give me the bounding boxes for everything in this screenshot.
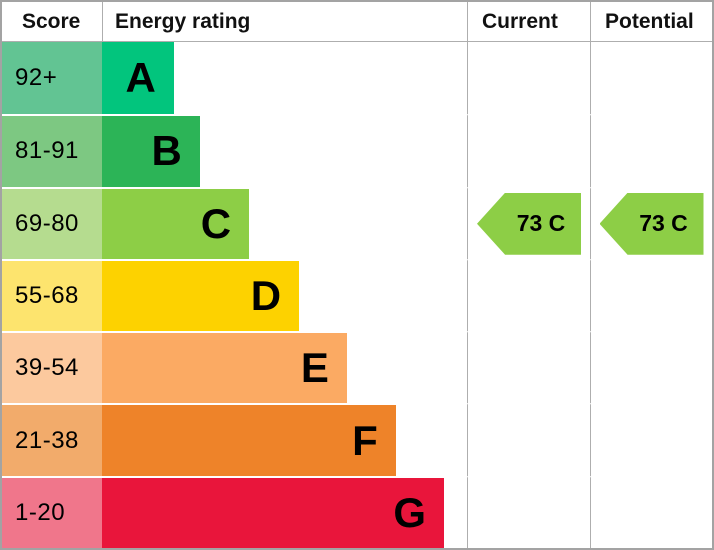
current-cell — [467, 258, 590, 332]
score-range-label: 69-80 — [15, 209, 79, 237]
band-letter: C — [200, 199, 232, 247]
potential-cell — [590, 258, 712, 332]
current-cell — [467, 403, 590, 476]
band-letter: A — [125, 54, 156, 102]
potential-column-header: Potential — [590, 2, 712, 42]
rating-bar-c: C — [102, 188, 250, 259]
energy-rating-bar-cell: B — [102, 114, 467, 187]
rating-bar-e: E — [102, 333, 347, 404]
energy-rating-bar-cell: E — [102, 331, 467, 404]
rating-bar-b: B — [102, 116, 200, 187]
score-range-cell: 92+ — [2, 42, 102, 115]
current-cell — [467, 475, 590, 548]
current-cell — [467, 42, 590, 115]
score-range-cell: 69-80 — [2, 186, 102, 259]
current-cell — [467, 114, 590, 187]
potential-rating-arrow: 73 C — [599, 192, 704, 255]
band-letter: F — [352, 416, 378, 464]
energy-rating-bar-cell: D — [102, 258, 467, 332]
energy-rating-bar-cell: A — [102, 42, 467, 115]
score-range-label: 92+ — [15, 64, 58, 92]
band-letter: D — [250, 271, 282, 319]
current-column-header: Current — [467, 2, 590, 42]
score-range-label: 21-38 — [15, 426, 79, 454]
score-column-header: Score — [2, 2, 102, 42]
current-cell: 73 C — [467, 186, 590, 259]
score-range-label: 39-54 — [15, 354, 79, 382]
energy-rating-bar-cell: F — [102, 403, 467, 476]
potential-rating-label: 73 C — [639, 210, 688, 237]
current-rating-label: 73 C — [516, 210, 566, 237]
rating-bar-g: G — [102, 477, 444, 548]
score-range-label: 81-91 — [15, 137, 79, 165]
score-range-cell: 81-91 — [2, 114, 102, 187]
potential-cell — [590, 114, 712, 187]
current-rating-arrow: 73 C — [477, 192, 581, 255]
potential-cell: 73 C — [590, 186, 712, 259]
potential-cell — [590, 42, 712, 115]
energy-rating-bar-cell: G — [102, 475, 467, 548]
energy-rating-column-header: Energy rating — [102, 2, 467, 42]
score-range-label: 55-68 — [15, 281, 79, 309]
score-range-cell: 1-20 — [2, 475, 102, 548]
band-letter: B — [151, 127, 182, 175]
score-range-cell: 21-38 — [2, 403, 102, 476]
band-letter: E — [300, 344, 329, 392]
score-range-cell: 55-68 — [2, 258, 102, 332]
potential-cell — [590, 475, 712, 548]
rating-bar-d: D — [102, 260, 300, 332]
rating-bar-a: A — [102, 42, 174, 115]
potential-cell — [590, 331, 712, 404]
energy-rating-bar-cell: C — [102, 186, 467, 259]
score-range-label: 1-20 — [15, 498, 66, 526]
current-cell — [467, 331, 590, 404]
band-letter: G — [393, 488, 426, 536]
potential-cell — [590, 403, 712, 476]
rating-bar-f: F — [102, 405, 396, 476]
score-range-cell: 39-54 — [2, 331, 102, 404]
